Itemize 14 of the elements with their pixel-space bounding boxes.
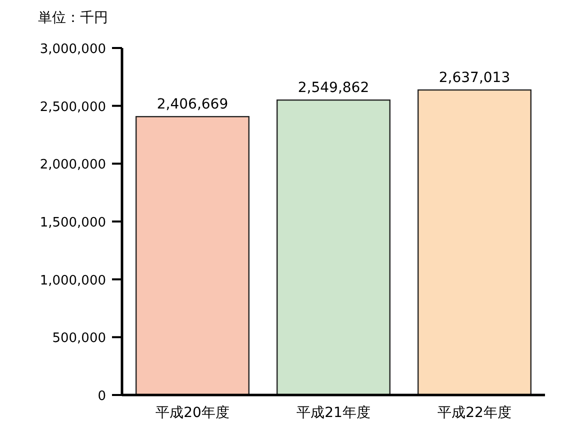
x-tick-label: 平成20年度	[156, 405, 230, 421]
y-tick-label: 1,500,000	[40, 216, 106, 230]
y-tick-label: 1,000,000	[40, 273, 106, 288]
y-tick-label: 0	[98, 389, 106, 404]
y-axis-title: 単位：千円	[38, 10, 108, 26]
x-tick-label: 平成22年度	[438, 405, 512, 421]
data-label: 2,637,013	[438, 70, 510, 86]
data-label: 2,406,669	[156, 96, 228, 113]
y-tick-label: 2,500,000	[40, 100, 106, 115]
data-label: 2,549,862	[298, 80, 370, 96]
y-tick-label: 500,000	[52, 331, 106, 346]
y-tick-label: 2,000,000	[40, 158, 106, 173]
y-tick-label: 3,000,000	[40, 42, 106, 57]
x-tick-label: 平成21年度	[296, 405, 370, 421]
